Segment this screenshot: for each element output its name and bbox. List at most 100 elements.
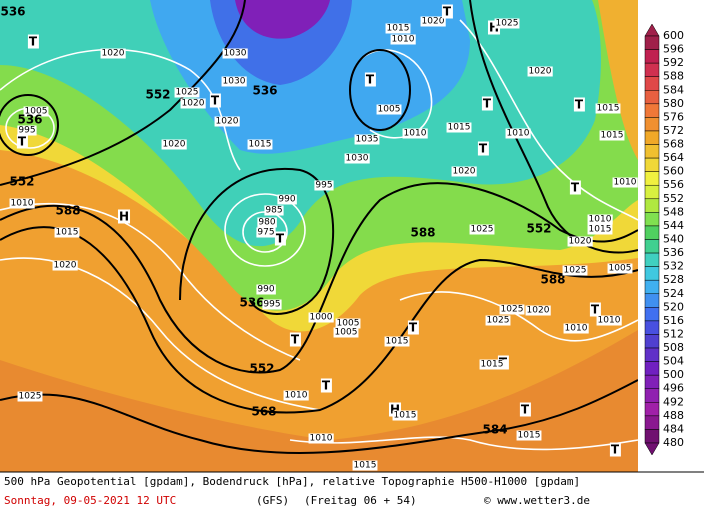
pressure-center-label: T xyxy=(211,94,220,108)
label-background xyxy=(587,214,613,225)
colorbar-label: 520 xyxy=(663,300,684,313)
label-background xyxy=(527,66,553,77)
label-background xyxy=(499,304,525,315)
isobar-label: 1005 xyxy=(609,264,632,274)
colorbar-cap xyxy=(644,442,660,456)
map-label-group: 552 xyxy=(145,88,170,102)
map-label-group: 1020 xyxy=(100,48,126,59)
map-label-group: 1030 xyxy=(221,76,247,87)
label-background xyxy=(519,402,531,417)
contour xyxy=(0,226,639,414)
footer-date: Sonntag, 09-05-2021 12 UTC xyxy=(4,494,176,507)
map-label-group: 536 xyxy=(0,5,25,19)
map-label-group: 552 xyxy=(526,222,551,236)
isobar-label: 1015 xyxy=(386,337,409,347)
geopotential-label: 536 xyxy=(239,296,264,310)
colorbar-label: 572 xyxy=(663,124,684,137)
map-label-group: 1020 xyxy=(214,116,240,127)
pressure-center-label: T xyxy=(443,5,452,19)
map-label-group: 1025 xyxy=(485,315,511,326)
map-label-group: T xyxy=(364,72,376,87)
geopotential-label: 588 xyxy=(410,226,435,240)
footer-description: 500 hPa Geopotential [gpdam], Bodendruck… xyxy=(4,475,580,488)
label-background xyxy=(354,134,380,145)
label-background xyxy=(481,96,493,111)
colorbar-segment xyxy=(644,130,660,145)
geopotential-label: 588 xyxy=(540,273,565,287)
field-576 xyxy=(0,330,638,472)
pressure-center-label: T xyxy=(571,181,580,195)
pressure-center-label: T xyxy=(409,321,418,335)
map-label-group: 1015 xyxy=(479,359,505,370)
pressure-center-label: H xyxy=(119,210,129,224)
map-label-group: T xyxy=(441,4,453,19)
map-label-group: T xyxy=(320,378,332,393)
isobar-label: 1020 xyxy=(163,140,186,150)
label-background xyxy=(446,122,472,133)
map-label-group: 1010 xyxy=(402,128,428,139)
label-background xyxy=(257,217,277,228)
colorbar-label: 576 xyxy=(663,110,684,123)
label-background xyxy=(563,323,589,334)
label-background xyxy=(222,48,248,59)
colorbar-label: 492 xyxy=(663,395,684,408)
isobar-label: 1025 xyxy=(19,392,42,402)
isobar-label: 995 xyxy=(18,126,35,136)
colorbar-label: 500 xyxy=(663,368,684,381)
isobar-label: 1020 xyxy=(569,237,592,247)
label-background xyxy=(485,315,511,326)
isobar xyxy=(0,202,301,361)
colorbar-segment xyxy=(644,279,660,295)
label-background xyxy=(100,48,126,59)
colorbar-segment xyxy=(644,49,660,64)
label-background xyxy=(385,23,411,34)
map-label-group: 1020 xyxy=(180,98,206,109)
colorbar-segment xyxy=(644,239,660,254)
map-label-group: 588 xyxy=(55,204,80,218)
isobar-label: 1035 xyxy=(356,135,379,145)
label-background xyxy=(573,97,585,112)
label-background xyxy=(607,263,633,274)
map-label-group: 1005 xyxy=(23,106,49,117)
contour xyxy=(0,379,639,454)
label-background xyxy=(392,410,418,421)
colorbar-segment xyxy=(644,62,660,77)
map-label-group: 995 xyxy=(314,180,334,191)
label-background xyxy=(364,72,376,87)
colorbar-segment xyxy=(644,76,660,91)
pressure-center-label: H xyxy=(489,21,499,35)
isobar-label: 1015 xyxy=(597,104,620,114)
geopotential-label: 552 xyxy=(9,175,34,189)
isobar-label: 1030 xyxy=(346,154,369,164)
colorbar-segment xyxy=(644,429,660,444)
map-label-group: 1015 xyxy=(352,460,378,471)
pressure-center-label: T xyxy=(291,333,300,347)
label-background xyxy=(599,130,625,141)
geopotential-label: 584 xyxy=(482,423,507,437)
isobar-label: 1015 xyxy=(601,131,624,141)
label-background xyxy=(441,4,453,19)
label-background xyxy=(180,98,206,109)
colorbar: 6005965925885845805765725685645605565525… xyxy=(644,23,684,456)
map-label-group: 1025 xyxy=(499,304,525,315)
label-background xyxy=(479,359,505,370)
colorbar-label: 512 xyxy=(663,327,684,340)
map-label-group: 1015 xyxy=(516,430,542,441)
isobar xyxy=(459,19,639,221)
isobar-label: 980 xyxy=(258,218,275,228)
label-background xyxy=(308,312,334,323)
map-label-group: 1030 xyxy=(344,153,370,164)
colorbar-segment xyxy=(644,252,660,267)
map-label-group: 1020 xyxy=(525,305,551,316)
pressure-center-label: T xyxy=(479,142,488,156)
map-label-group: T xyxy=(573,97,585,112)
map-label-group: 1010 xyxy=(9,198,35,209)
isobar-label: 1010 xyxy=(614,178,637,188)
label-background xyxy=(262,299,282,310)
map-label-group: 1015 xyxy=(599,130,625,141)
map-label-group: 1010 xyxy=(390,34,416,45)
footer-credit: © www.wetter3.de xyxy=(484,494,590,507)
colorbar-segment xyxy=(644,388,660,403)
map-label-group: 1025 xyxy=(562,265,588,276)
